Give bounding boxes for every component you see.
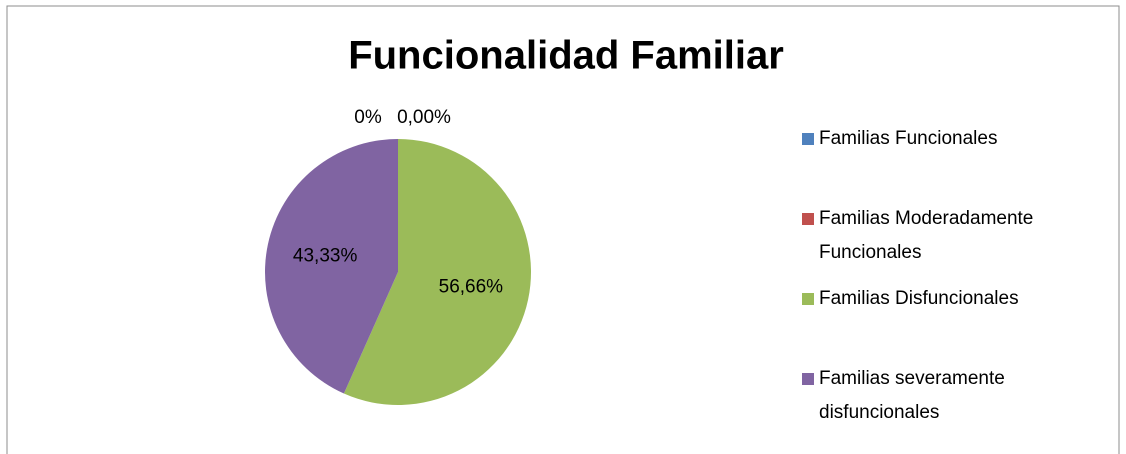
legend-entry: Familias Disfuncionales xyxy=(802,282,1102,362)
legend-label: Familias Disfuncionales xyxy=(819,288,1019,309)
legend-swatch xyxy=(802,293,814,305)
data-label: 43,33% xyxy=(293,246,358,267)
pie-slice xyxy=(264,139,398,394)
legend-swatch xyxy=(802,133,814,145)
legend-label: Familias Funcionales xyxy=(819,128,998,149)
chart-frame xyxy=(6,5,1120,454)
chart-title: Funcionalidad Familiar xyxy=(348,34,784,78)
legend-swatch xyxy=(802,373,814,385)
legend-label: Familias severamente disfuncionales xyxy=(819,368,1005,423)
data-label: 0% xyxy=(354,107,382,128)
pie-slice xyxy=(343,139,531,405)
data-label: 56,66% xyxy=(439,276,504,297)
legend-swatch xyxy=(802,213,814,225)
legend-label: Familias Moderadamente Funcionales xyxy=(819,208,1034,263)
legend: Familias Funcionales Familias Moderadamen… xyxy=(802,122,1102,442)
legend-entry: Familias Moderadamente Funcionales xyxy=(802,202,1102,282)
legend-entry: Familias severamente disfuncionales xyxy=(802,362,1102,442)
legend-entry: Familias Funcionales xyxy=(802,122,1102,202)
data-label: 0,00% xyxy=(397,107,451,128)
